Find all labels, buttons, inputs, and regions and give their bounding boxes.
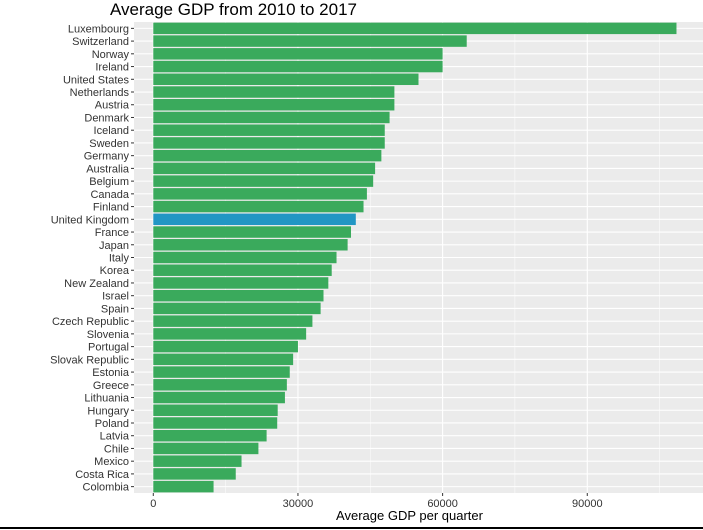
bar-iceland — [153, 124, 385, 136]
y-tick-label: Poland — [95, 418, 129, 430]
y-tick-label: Slovenia — [87, 329, 130, 341]
bar-denmark — [153, 111, 390, 124]
y-tick-label: Sweden — [89, 138, 129, 150]
y-axis-tick-labels: LuxembourgSwitzerlandNorwayIrelandUnited… — [50, 23, 134, 494]
x-axis-tick-labels: 0 30000 60000 90000 — [150, 493, 603, 510]
y-tick-label: Switzerland — [72, 36, 129, 48]
bar-korea — [153, 264, 332, 276]
bar-ireland — [153, 60, 443, 73]
bar-united-kingdom — [153, 213, 356, 226]
bar-italy — [153, 251, 337, 264]
bar-canada — [153, 188, 367, 200]
y-tick-label: Mexico — [94, 456, 129, 468]
bar-poland — [153, 417, 278, 429]
y-tick-label: Estonia — [92, 367, 130, 379]
x-tick-label: 0 — [150, 498, 156, 510]
y-tick-label: France — [95, 227, 129, 239]
y-tick-label: Israel — [102, 291, 129, 303]
y-tick-label: Korea — [100, 265, 130, 277]
bar-luxembourg — [153, 22, 677, 35]
bar-estonia — [153, 366, 290, 378]
bar-greece — [153, 379, 287, 391]
bar-costa-rica — [153, 468, 236, 480]
bar-mexico — [153, 455, 242, 467]
bar-lithuania — [153, 391, 285, 404]
bar-slovenia — [153, 328, 307, 340]
y-tick-label: Netherlands — [70, 87, 130, 99]
y-tick-label: Greece — [93, 380, 129, 392]
bar-colombia — [153, 480, 214, 493]
bar-sweden — [153, 137, 385, 149]
y-tick-label: Czech Republic — [52, 316, 130, 328]
y-tick-label: Japan — [99, 240, 129, 252]
y-tick-label: Portugal — [88, 342, 129, 354]
y-tick-label: Denmark — [84, 112, 129, 124]
y-tick-label: Lithuania — [84, 393, 130, 405]
bar-australia — [153, 162, 376, 175]
bar-norway — [153, 48, 443, 60]
bar-latvia — [153, 429, 267, 442]
x-axis-label: Average GDP per quarter — [336, 508, 484, 523]
y-tick-label: Slovak Republic — [50, 354, 129, 366]
y-tick-label: Latvia — [100, 431, 130, 443]
bar-slovak-republic — [153, 353, 294, 366]
y-tick-label: Australia — [86, 163, 130, 175]
y-tick-label: Luxembourg — [68, 23, 129, 35]
bar-japan — [153, 239, 348, 251]
x-tick-label: 30000 — [283, 498, 314, 510]
bar-finland — [153, 200, 364, 213]
y-tick-label: Iceland — [94, 125, 129, 137]
y-tick-label: Finland — [93, 202, 129, 214]
bar-hungary — [153, 404, 278, 416]
y-tick-label: Ireland — [95, 62, 129, 74]
y-tick-label: Costa Rica — [75, 469, 130, 481]
bar-netherlands — [153, 86, 395, 98]
y-tick-label: Spain — [101, 303, 129, 315]
bar-united-states — [153, 73, 419, 86]
bar-switzerland — [153, 35, 467, 47]
bar-france — [153, 226, 351, 238]
chart-title: Average GDP from 2010 to 2017 — [110, 0, 357, 19]
y-tick-label: New Zealand — [64, 278, 129, 290]
y-tick-label: Hungary — [87, 405, 129, 417]
bar-new-zealand — [153, 277, 329, 289]
x-tick-label: 90000 — [572, 498, 603, 510]
bar-spain — [153, 302, 321, 315]
x-tick-label: 60000 — [427, 498, 458, 510]
y-tick-label: Canada — [90, 189, 129, 201]
bar-czech-republic — [153, 315, 313, 327]
bar-israel — [153, 289, 324, 302]
bar-chile — [153, 442, 259, 455]
y-tick-label: Austria — [95, 100, 130, 112]
bars — [153, 22, 677, 493]
y-tick-label: Chile — [104, 443, 129, 455]
bar-portugal — [153, 340, 298, 353]
y-tick-label: United Kingdom — [51, 214, 129, 226]
bar-germany — [153, 149, 382, 162]
y-tick-label: United States — [63, 74, 130, 86]
bar-austria — [153, 99, 395, 111]
y-tick-label: Norway — [92, 49, 130, 61]
y-tick-label: Germany — [84, 151, 130, 163]
y-tick-label: Italy — [109, 253, 130, 265]
y-tick-label: Colombia — [83, 482, 130, 494]
bar-belgium — [153, 175, 374, 187]
y-tick-label: Belgium — [89, 176, 129, 188]
